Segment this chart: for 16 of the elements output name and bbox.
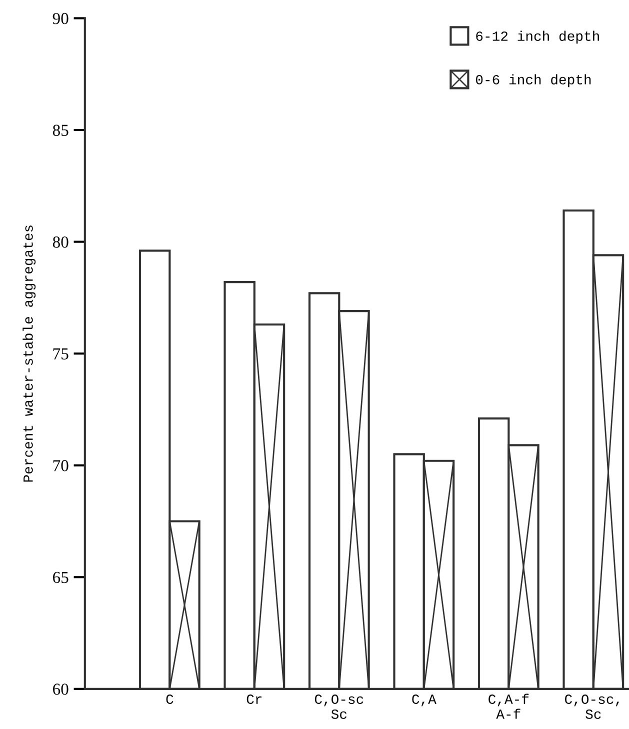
y-tick-label: 70	[53, 460, 68, 472]
y-tick-label: 65	[52, 572, 68, 584]
legend-label: 0-6 inch depth	[476, 74, 591, 88]
x-tick-label: C	[166, 694, 174, 704]
x-tick-label: C,A	[412, 694, 436, 706]
y-tick-label: 90	[52, 12, 68, 24]
x-tick-label: C,O-sc, Sc	[564, 694, 619, 719]
y-axis-title: Percent water-stable aggregates	[22, 226, 36, 482]
y-tick-label: 75	[53, 348, 68, 360]
x-tick-label: C,O-sc Sc	[314, 694, 364, 719]
y-tick-label: 85	[52, 124, 68, 136]
y-tick-label: 60	[52, 684, 68, 695]
x-tick-label: C,A-f A-f	[488, 694, 529, 719]
x-tick-label: Cr	[246, 694, 262, 704]
y-tick-label: 80	[52, 236, 68, 248]
legend-label: 6-12 inch depth	[476, 30, 599, 44]
